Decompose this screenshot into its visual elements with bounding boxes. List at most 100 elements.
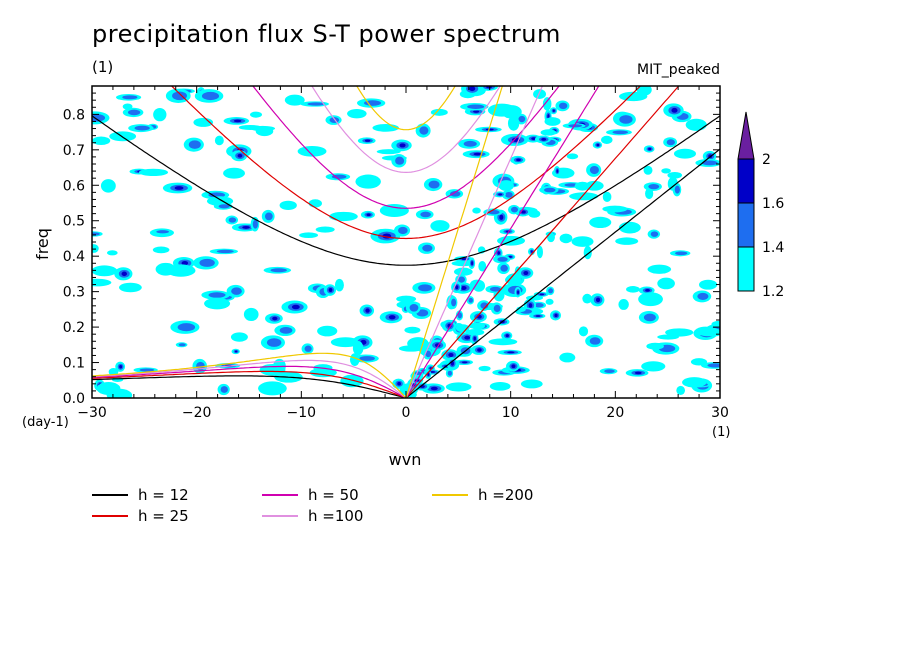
x-tick-label: −30 [77,405,107,421]
contour-blob [472,207,481,214]
legend-item-h12: h = 12 [92,486,189,504]
contour-blob [638,292,663,307]
contour-blob [458,276,465,283]
contour-blob [650,231,659,237]
contour-blob [489,286,501,292]
contour-blob [485,128,494,131]
contour-blob [234,350,238,353]
contour-blob [559,233,573,244]
contour-blob [682,377,707,388]
legend-swatch [92,515,128,517]
contour-blob [430,371,435,373]
contour-blob [460,285,467,290]
contour-blob [208,192,226,198]
contour-blob [657,334,679,340]
contour-blob [349,353,360,366]
contour-blob [218,204,230,209]
contour-blob [92,136,111,146]
contour-blob [647,264,672,274]
contour-blob [220,386,228,393]
contour-blob [100,179,116,193]
contour-blob [615,237,639,245]
legend-label: h = 25 [138,507,189,525]
contour-blob [315,226,335,233]
contour-blob [465,328,485,336]
contour-blob [507,351,515,354]
contour-blob [92,113,106,122]
contour-blob [497,256,508,262]
contour-blob [500,264,508,272]
contour-blob [334,278,344,292]
contour-blob [223,167,245,179]
x-unit-label: (1) [712,425,731,440]
contour-blob [92,278,112,287]
contour-blob [364,100,382,106]
y-unit-label: (day-1) [22,415,69,430]
contour-blob [284,94,305,106]
contour-blob [478,365,491,372]
dispersion-curves [92,86,720,398]
y-tick-label: 0.1 [63,356,85,372]
contour-blob [568,124,583,128]
contour-blob [329,211,358,222]
run-label: MIT_peaked [637,62,720,78]
contour-blob [545,298,554,305]
contour-blob [208,292,226,298]
contour-blob [690,358,708,366]
contour-blob [618,221,641,234]
dispersion-curve-er [92,375,407,398]
contour-blob [419,126,429,135]
contour-blob [612,130,629,135]
y-tick-label: 0.7 [63,143,85,159]
contour-blob [518,115,526,123]
contour-blob [697,292,709,300]
contour-blob [626,286,640,293]
contour-blob [453,267,473,276]
contour-blob [685,118,707,131]
contour-blob [566,153,579,160]
contour-blob [473,152,482,156]
legend-item-h200: h =200 [432,486,533,504]
contour-blob [304,345,312,352]
contour-blob [648,147,652,151]
contour-blob [498,193,503,196]
contour-blob [461,257,468,260]
contour-blob [291,304,300,310]
contour-blob [279,200,297,210]
contour-blob [121,271,127,277]
contour-blob [571,236,594,247]
dispersion-curve-kelvin [405,148,720,398]
legend-label: h = 50 [308,486,359,504]
contour-blob [122,103,133,110]
contour-blob [352,341,364,356]
contour-blob [139,368,155,372]
contour-blob [272,316,278,321]
dispersion-curve-er [92,359,407,398]
contour-blob [601,135,613,144]
contour-blob [711,320,720,328]
contour-blob [265,212,273,221]
chart-subtitle: (1) [92,58,114,76]
contour-blob [464,335,471,340]
y-tick-label: 0.3 [63,285,85,301]
dispersion-curve-er [92,352,407,398]
contour-blob [174,186,184,190]
contour-blob [399,143,406,148]
contour-blob [92,265,118,277]
y-tick-label: 0.6 [63,178,85,194]
dispersion-curve-er [92,365,407,398]
contour-blob [92,244,99,253]
contour-blob [331,174,347,179]
contour-blob [418,284,432,292]
contour-blob [528,303,533,308]
contour-blob [547,232,555,243]
dispersion-curve-kelvin [405,86,544,398]
colorbar-label: 1.2 [762,284,784,300]
contour-blob [455,285,459,290]
dispersion-curve-ig [92,115,720,266]
contour-blob [250,111,263,118]
contour-blob [259,363,286,376]
contour-blob [193,117,214,127]
contour-blob [451,298,457,307]
